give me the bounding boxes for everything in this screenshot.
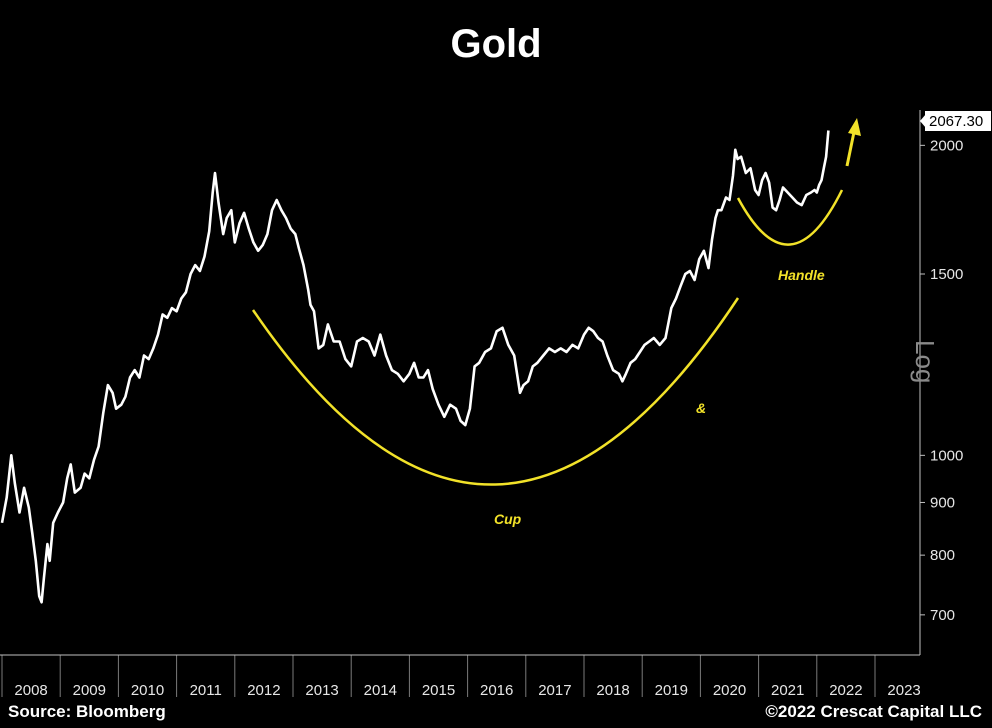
cup-curve — [251, 297, 740, 486]
annotations: Cup & Handle — [251, 118, 861, 527]
axes — [0, 110, 921, 656]
x-tick-label: 2008 — [14, 682, 47, 699]
x-ticks: 2008 2009 2010 2011 2012 2013 2014 2015 2016 2017… — [14, 682, 920, 699]
x-tick-label: 2010 — [131, 682, 164, 699]
x-tick-label: 2013 — [305, 682, 338, 699]
x-tick-label: 2017 — [538, 682, 571, 699]
y-tick-label: 800 — [930, 547, 955, 564]
series-line-gold — [0, 130, 830, 604]
y-tick-label: 900 — [930, 494, 955, 511]
y-tick-label: 700 — [930, 607, 955, 624]
y-tick-label: 1500 — [930, 266, 963, 283]
last-value-badge: 2067.30 — [920, 111, 991, 131]
x-tick-label: 2022 — [829, 682, 862, 699]
x-grid — [1, 655, 876, 697]
x-tick-label: 2016 — [480, 682, 513, 699]
y-ticks: 700 800 900 1000 1500 2000 — [920, 137, 963, 624]
last-value-label: 2067.30 — [929, 113, 983, 130]
copyright-note: ©2022 Crescat Capital LLC — [765, 702, 982, 721]
x-tick-label: 2020 — [713, 682, 746, 699]
y-tick-label: 1000 — [930, 447, 963, 464]
handle-label: Handle — [778, 267, 825, 283]
x-tick-label: 2019 — [655, 682, 688, 699]
amp-label: & — [696, 400, 706, 416]
x-tick-label: 2011 — [190, 682, 222, 699]
y-axis-label: Log — [910, 340, 940, 384]
cup-label: Cup — [494, 511, 522, 527]
chart-title: Gold — [450, 22, 542, 66]
source-note: Source: Bloomberg — [8, 702, 166, 721]
x-tick-label: 2015 — [422, 682, 455, 699]
x-tick-label: 2012 — [247, 682, 280, 699]
handle-curve — [736, 189, 844, 246]
x-tick-label: 2021 — [771, 682, 804, 699]
y-tick-label: 2000 — [930, 137, 963, 154]
x-tick-label: 2009 — [73, 682, 106, 699]
x-tick-label: 2023 — [887, 682, 920, 699]
x-tick-label: 2018 — [596, 682, 629, 699]
arrow-icon — [845, 118, 861, 167]
x-tick-label: 2014 — [364, 682, 397, 699]
